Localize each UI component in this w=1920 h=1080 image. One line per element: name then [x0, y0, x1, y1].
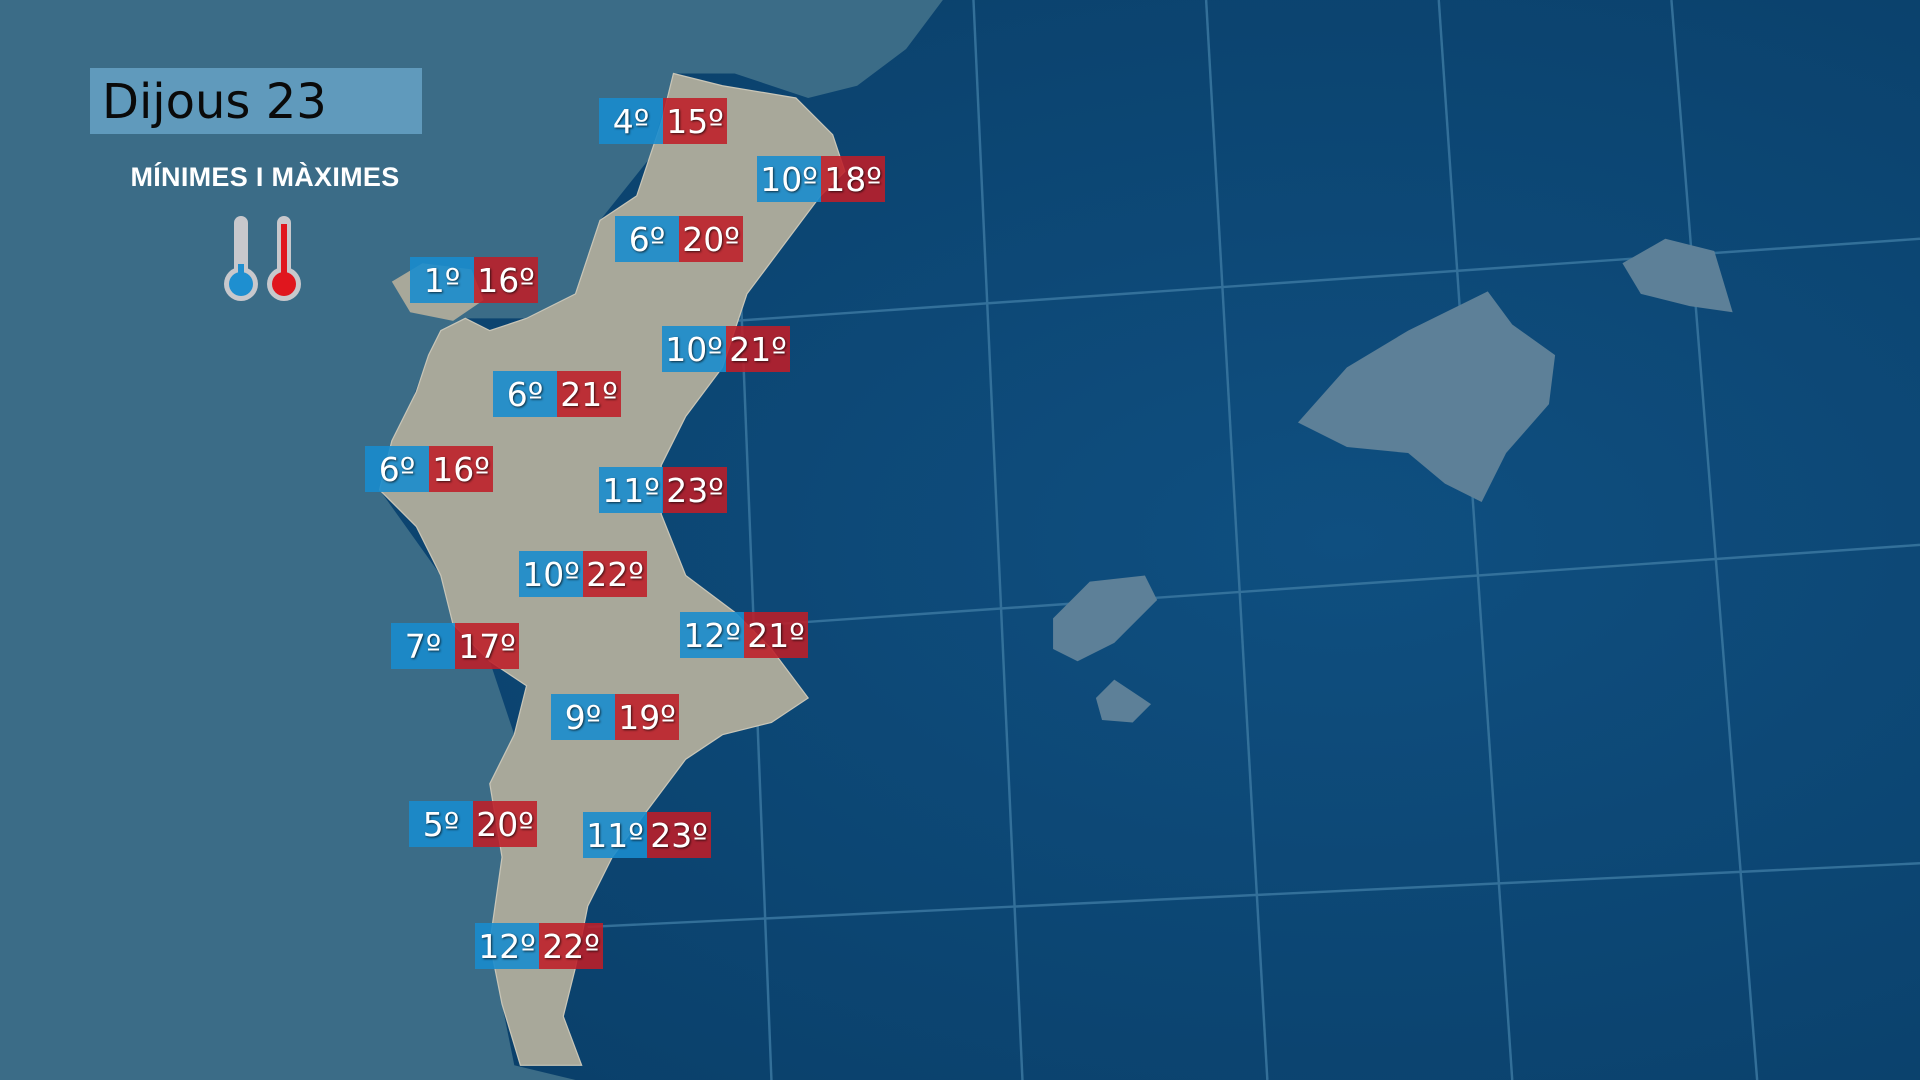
grid-lines [587, 0, 1920, 1080]
mallorca [1297, 291, 1556, 503]
max-temperature: 15º [663, 98, 727, 144]
temperature-pair: 10º 21º [662, 326, 790, 372]
max-temperature: 16º [474, 257, 538, 303]
menorca [1622, 238, 1733, 313]
min-temperature: 10º [662, 326, 726, 372]
min-temperature: 12º [475, 923, 539, 969]
thermometer-cold-icon [224, 216, 258, 301]
temperature-pair: 6º 16º [365, 446, 493, 492]
date-title-box: Dijous 23 [90, 68, 422, 134]
formentera [1095, 679, 1152, 723]
max-temperature: 20º [473, 801, 537, 847]
min-temperature: 6º [493, 371, 557, 417]
min-temperature: 7º [391, 623, 455, 669]
max-temperature: 18º [821, 156, 885, 202]
temperature-pair: 10º 18º [757, 156, 885, 202]
max-temperature: 21º [744, 612, 808, 658]
min-temperature: 10º [519, 551, 583, 597]
min-temperature: 11º [599, 467, 663, 513]
legend-subtitle: MÍNIMES I MÀXIMES [130, 162, 400, 192]
temperature-pair: 12º 22º [475, 923, 603, 969]
max-temperature: 22º [539, 923, 603, 969]
thermometer-hot-icon [267, 216, 301, 301]
max-temperature: 23º [663, 467, 727, 513]
temperature-pair: 9º 19º [551, 694, 679, 740]
min-temperature: 6º [615, 216, 679, 262]
temperature-pair: 11º 23º [583, 812, 711, 858]
min-temperature: 9º [551, 694, 615, 740]
max-temperature: 21º [557, 371, 621, 417]
min-temperature: 6º [365, 446, 429, 492]
ibiza [1053, 575, 1158, 662]
max-temperature: 17º [455, 623, 519, 669]
date-title: Dijous 23 [102, 74, 327, 130]
temperature-pair: 6º 20º [615, 216, 743, 262]
max-temperature: 23º [647, 812, 711, 858]
min-temperature: 5º [409, 801, 473, 847]
temperature-pair: 4º 15º [599, 98, 727, 144]
temperature-pair: 7º 17º [391, 623, 519, 669]
temperature-pair: 11º 23º [599, 467, 727, 513]
min-temperature: 4º [599, 98, 663, 144]
temperature-pair: 12º 21º [680, 612, 808, 658]
max-temperature: 16º [429, 446, 493, 492]
temperature-pair: 10º 22º [519, 551, 647, 597]
max-temperature: 21º [726, 326, 790, 372]
temperature-pair: 6º 21º [493, 371, 621, 417]
max-temperature: 19º [615, 694, 679, 740]
max-temperature: 22º [583, 551, 647, 597]
min-temperature: 1º [410, 257, 474, 303]
min-temperature: 11º [583, 812, 647, 858]
min-temperature: 12º [680, 612, 744, 658]
max-temperature: 20º [679, 216, 743, 262]
temperature-pair: 5º 20º [409, 801, 537, 847]
temperature-pair: 1º 16º [410, 257, 538, 303]
min-temperature: 10º [757, 156, 821, 202]
